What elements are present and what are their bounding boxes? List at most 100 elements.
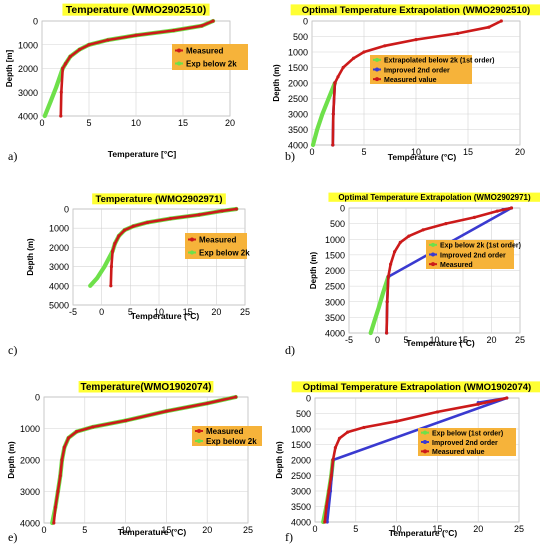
data-point [200,24,204,28]
x-tick-label: 10 [121,525,131,535]
x-tick-label: 10 [131,118,141,128]
data-point [346,430,350,434]
data-point [407,234,411,238]
y-tick-label: 1500 [291,440,311,450]
legend-label: Improved 2nd order [384,67,450,74]
data-point [326,96,331,101]
legend-marker [375,57,379,62]
panel-label: e) [8,530,17,544]
y-tick-label: 3000 [325,297,345,307]
legend-marker [423,440,427,444]
x-tick-label: 0 [99,307,104,317]
data-point [389,262,393,266]
x-tick-label: 5 [82,525,87,535]
legend-box [370,55,472,84]
y-axis-label: Depth (m) [275,441,284,479]
legend-label: Measured value [432,449,485,456]
y-tick-label: 2500 [288,94,308,104]
data-point [376,306,381,310]
legend-label: Improved 2nd order [432,440,498,447]
legend-marker [431,242,435,247]
data-point [62,445,66,449]
y-axis-label: Depth (m) [309,252,318,290]
chart-title-group: Temperature (WMO2902971) [92,193,226,205]
title-highlight [291,381,540,393]
legend-marker [177,48,181,53]
series-line-measured-value [331,19,503,147]
legend-label: Improved 2nd order [440,252,506,259]
x-tick-label: 5 [403,335,408,345]
data-point [495,209,499,213]
y-tick-label: 0 [340,204,345,214]
data-point [372,318,377,323]
title-highlight [78,381,214,393]
chart-panel-f: 0 5 10 15 20 25 0 500 1000 1500 2000 2500 3000 3500 40… [275,381,540,544]
x-tick-label: 10 [429,335,439,345]
chart-title: Temperature (WMO2902971) [95,194,222,205]
data-point [320,112,325,116]
y-tick-label: 2500 [325,282,345,292]
x-tick-label: 15 [178,118,188,128]
legend: Exp below (1st order) Improved 2nd order M… [418,428,516,456]
y-tick-label: 4000 [18,112,38,122]
chart-panel-d: -5 0 5 10 15 20 25 0 500 1000 1500 2000 2500 3000 3500… [285,192,540,357]
y-tick-label: 2500 [291,471,311,481]
data-point [337,436,342,440]
data-point [487,25,491,29]
y-tick-label: 3000 [288,110,308,120]
x-tick-label: 5 [128,307,133,317]
data-point [87,43,91,47]
data-point [78,47,82,52]
data-point [164,409,168,413]
y-tick-label: 3000 [291,487,311,497]
legend-label: Exp below 2k (1st order) [440,243,521,250]
x-tick-label: 0 [312,524,317,534]
data-point [123,228,127,232]
data-point [362,50,366,54]
data-point [48,99,53,104]
legend: Exp below 2k (1st order) Improved 2nd ord… [426,240,521,269]
y-tick-label: 2000 [49,243,69,253]
data-point [61,66,65,71]
data-point [336,75,340,79]
data-point [395,419,399,423]
x-tick-label: 20 [202,525,212,535]
chart-title-group: Temperature(WMO1902074) [78,381,214,393]
y-tick-label: 4000 [325,329,345,339]
x-axis-label: Temperature [°C] [108,149,177,159]
data-point [352,56,356,60]
legend-label: Exp below (1st order) [432,430,503,437]
data-point [109,265,114,269]
data-point [505,396,509,400]
y-tick-label: 2000 [288,79,308,89]
chart-title: Optimal Temperature Extrapolation (WMO19… [303,382,531,393]
chart-panel-a: 0 5 10 15 20 0 1000 2000 3000 4000 Temperature [°C… [5,3,248,163]
y-tick-label: 500 [296,409,311,419]
chart-title-group: Optimal Temperature Extrapolation (WMO29… [328,192,540,202]
data-point [398,240,402,244]
data-point [106,38,110,42]
legend-marker [375,67,379,72]
data-point [66,436,71,440]
y-axis-label: Depth (m) [272,64,281,102]
data-point [329,473,333,478]
data-point [131,224,135,228]
data-point [68,55,72,59]
y-tick-label: 1000 [18,40,38,50]
data-point [220,209,224,213]
data-point [134,33,138,37]
x-tick-label: 25 [240,307,250,317]
data-point [52,521,56,525]
x-tick-label: 5 [353,524,358,534]
title-highlight [62,3,210,16]
chart-title: Optimal Temperature Extrapolation (WMO29… [338,193,531,202]
x-tick-label: 20 [473,524,483,534]
panel-label: a) [8,149,17,163]
data-point [331,143,335,147]
legend-label: Exp below 2k [186,59,237,68]
y-tick-label: 1500 [325,250,345,260]
title-highlight [328,192,540,202]
y-tick-label: 1000 [291,425,311,435]
data-point [63,62,68,66]
